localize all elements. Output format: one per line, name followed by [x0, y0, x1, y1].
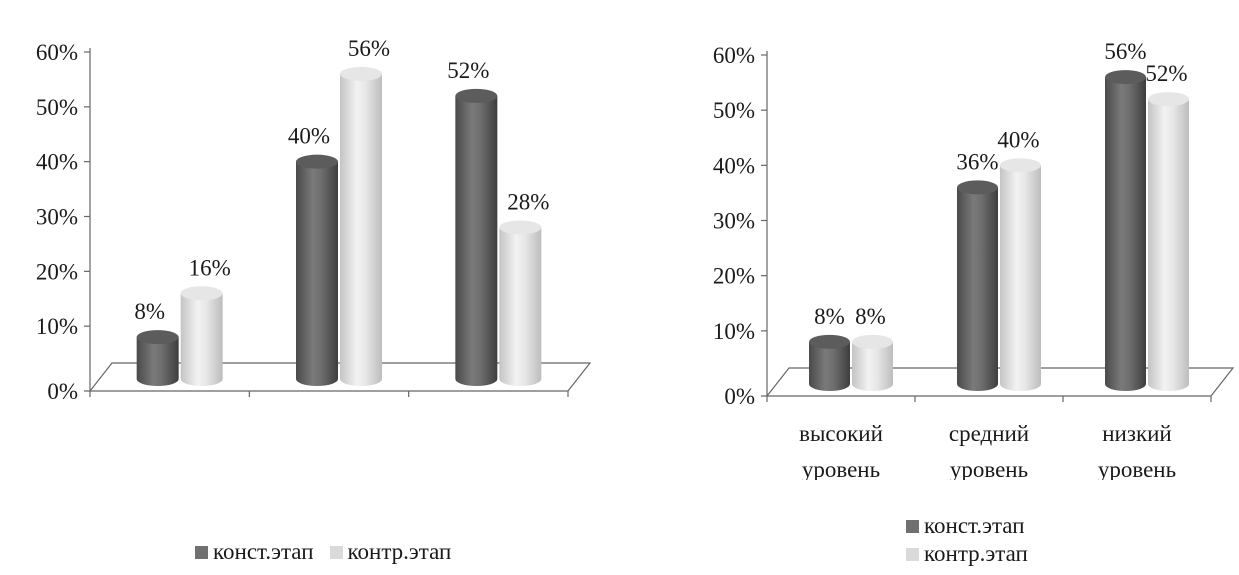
bar-right-cat3-series2	[1148, 92, 1189, 392]
y-tick-label: 50%	[36, 95, 78, 120]
data-label-left-cat1-series1: 8%	[134, 299, 165, 324]
legend-item-series-1: конст.этап	[195, 538, 314, 566]
y-tick-label: 20%	[713, 264, 755, 289]
y-tick-label: 30%	[713, 209, 755, 234]
data-label-right-cat2-series1: 36%	[956, 149, 998, 174]
legend-label-series-1: конст.этап	[213, 539, 314, 564]
bar-left-cat2-series1	[296, 154, 338, 386]
chart-left-legend: конст.этап контр.этап	[195, 538, 451, 566]
bar-left-cat3-series2	[499, 220, 542, 386]
bar-right-cat3-series1	[1105, 70, 1146, 392]
bar-right-cat2-series1	[957, 180, 998, 391]
bar-right-cat1-series1	[809, 334, 850, 392]
data-label-right-cat3-series1: 56%	[1104, 39, 1146, 64]
bar-left-cat1-series1	[136, 330, 179, 386]
bar-left-cat1-series2	[180, 286, 223, 387]
legend-item-series-2: контр.этап	[329, 538, 452, 566]
category-label-right-3: низкий уровень	[1098, 421, 1176, 480]
y-tick-label: 10%	[36, 314, 78, 339]
legend-item-series-2: контр.этап	[906, 540, 1028, 568]
y-tick-label: 0%	[724, 384, 755, 409]
y-tick-label: 40%	[713, 153, 755, 178]
y-tick-label: 0%	[47, 379, 78, 404]
chart-right: 0% 10% 20% 30% 40% 50% 60% 8% 8% высокий уровень 36…	[640, 0, 1239, 575]
legend-item-series-1: конст.этап	[906, 512, 1028, 540]
legend-swatch-series-1	[906, 519, 919, 533]
y-tick-label: 50%	[713, 98, 755, 123]
y-tick-label: 20%	[36, 259, 78, 284]
data-label-left-cat1-series2: 16%	[189, 255, 231, 280]
y-tick-label: 40%	[36, 150, 78, 175]
bar-right-cat1-series2	[852, 334, 893, 392]
legend-swatch-series-2	[906, 547, 919, 561]
data-label-left-cat3-series2: 28%	[507, 189, 549, 214]
data-label-left-cat2-series1: 40%	[288, 124, 330, 149]
bar-right-cat2-series2	[1000, 158, 1041, 392]
y-tick-label: 60%	[713, 43, 755, 68]
y-tick-label: 30%	[36, 205, 78, 230]
chart-right-plot: 0% 10% 20% 30% 40% 50% 60% 8% 8% высокий уровень 36…	[713, 39, 1235, 482]
category-label-right-1: высокий уровень	[799, 421, 883, 480]
legend-label-series-1: конст.этап	[924, 513, 1025, 538]
legend-label-series-2: контр.этап	[924, 541, 1028, 566]
data-label-right-cat1-series1: 8%	[814, 304, 845, 329]
bar-left-cat2-series2	[340, 66, 382, 386]
category-label-right-2: средний уровень	[949, 421, 1029, 480]
data-label-left-cat3-series1: 52%	[447, 58, 489, 83]
data-label-right-cat2-series2: 40%	[997, 127, 1039, 152]
data-label-right-cat1-series2: 8%	[855, 304, 886, 329]
bar-left-cat3-series1	[455, 88, 498, 387]
legend-swatch-series-1	[195, 545, 208, 559]
y-tick-label: 60%	[36, 40, 78, 65]
data-label-right-cat3-series2: 52%	[1145, 61, 1187, 86]
data-label-left-cat2-series2: 56%	[348, 36, 390, 61]
y-tick-label: 10%	[713, 319, 755, 344]
legend-label-series-2: контр.этап	[347, 539, 452, 564]
legend-swatch-series-2	[329, 545, 343, 559]
chart-right-legend: конст.этап контр.этап	[906, 512, 1028, 568]
